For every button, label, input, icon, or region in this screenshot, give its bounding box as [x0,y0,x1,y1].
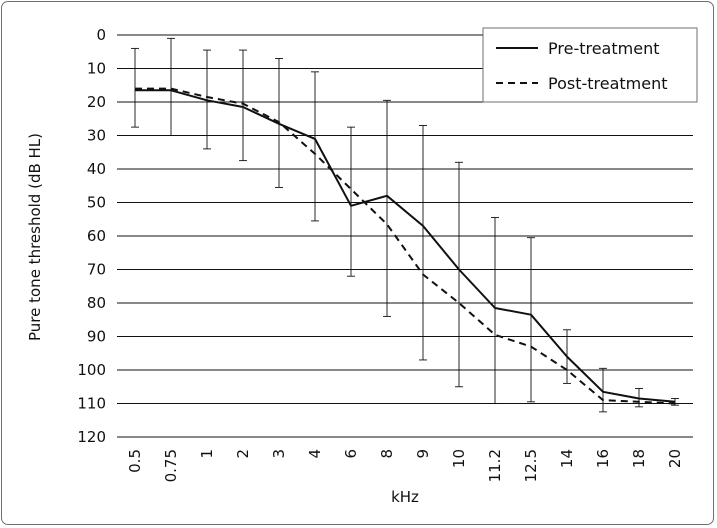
series-lines [135,87,676,405]
x-tick-labels: 0.5 0.75 1 2 3 4 6 8 9 10 11.2 12.5 14 16 18 20 [126,449,684,482]
y-tick-label-90: 90 [87,328,106,346]
x-tick-label-20: 20 [666,449,684,468]
y-tick-label-20: 20 [87,93,106,111]
x-tick-label-1: 1 [198,449,216,459]
x-tick-label-0.5: 0.5 [126,449,144,473]
x-tick-label-16: 16 [594,449,612,468]
y-tick-label-60: 60 [87,227,106,245]
legend-box [482,27,698,103]
series-line-pre-treatment [135,89,676,403]
y-axis-title: Pure tone threshold (dB HL) [26,133,44,341]
series-line-post-treatment [135,87,676,405]
y-tick-label-10: 10 [87,60,106,78]
y-tick-label-70: 70 [87,261,106,279]
x-tick-label-18: 18 [630,449,648,468]
x-tick-label-3: 3 [270,449,288,459]
x-axis-title: kHz [391,488,419,506]
legend-label-pre-treatment: Pre-treatment [548,39,659,58]
x-tick-label-9: 9 [414,449,432,459]
x-tick-label-2: 2 [234,449,252,459]
x-tick-label-6: 6 [342,449,360,459]
y-tick-label-0: 0 [96,26,106,44]
x-tick-label-12.5: 12.5 [522,449,540,482]
y-tick-label-40: 40 [87,160,106,178]
x-tick-label-0.75: 0.75 [162,449,180,482]
x-tick-label-10: 10 [450,449,468,468]
y-tick-label-100: 100 [77,361,106,379]
x-tick-label-8: 8 [378,449,396,459]
legend-label-post-treatment: Post-treatment [548,74,668,93]
y-tick-labels: 0 10 20 30 40 50 60 70 80 90 100 110 120 [77,26,106,446]
x-tick-label-14: 14 [558,449,576,468]
legend: Pre-treatment Post-treatment [482,27,698,103]
y-tick-label-30: 30 [87,127,106,145]
y-tick-label-120: 120 [77,428,106,446]
error-bars [131,37,679,413]
x-tick-label-4: 4 [306,449,324,459]
y-tick-label-50: 50 [87,194,106,212]
x-tick-label-11.2: 11.2 [486,449,504,482]
y-tick-label-80: 80 [87,294,106,312]
y-tick-label-110: 110 [77,395,106,413]
